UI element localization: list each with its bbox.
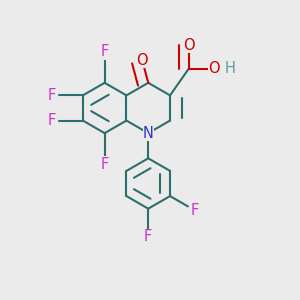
Text: N: N [143,126,154,141]
Text: F: F [100,44,109,59]
Text: F: F [48,113,56,128]
Text: O: O [183,38,194,53]
Text: F: F [100,157,109,172]
Text: F: F [144,229,152,244]
Text: O: O [136,53,148,68]
Text: F: F [190,202,198,217]
Text: H: H [224,61,235,76]
Text: O: O [208,61,220,76]
Text: F: F [48,88,56,103]
